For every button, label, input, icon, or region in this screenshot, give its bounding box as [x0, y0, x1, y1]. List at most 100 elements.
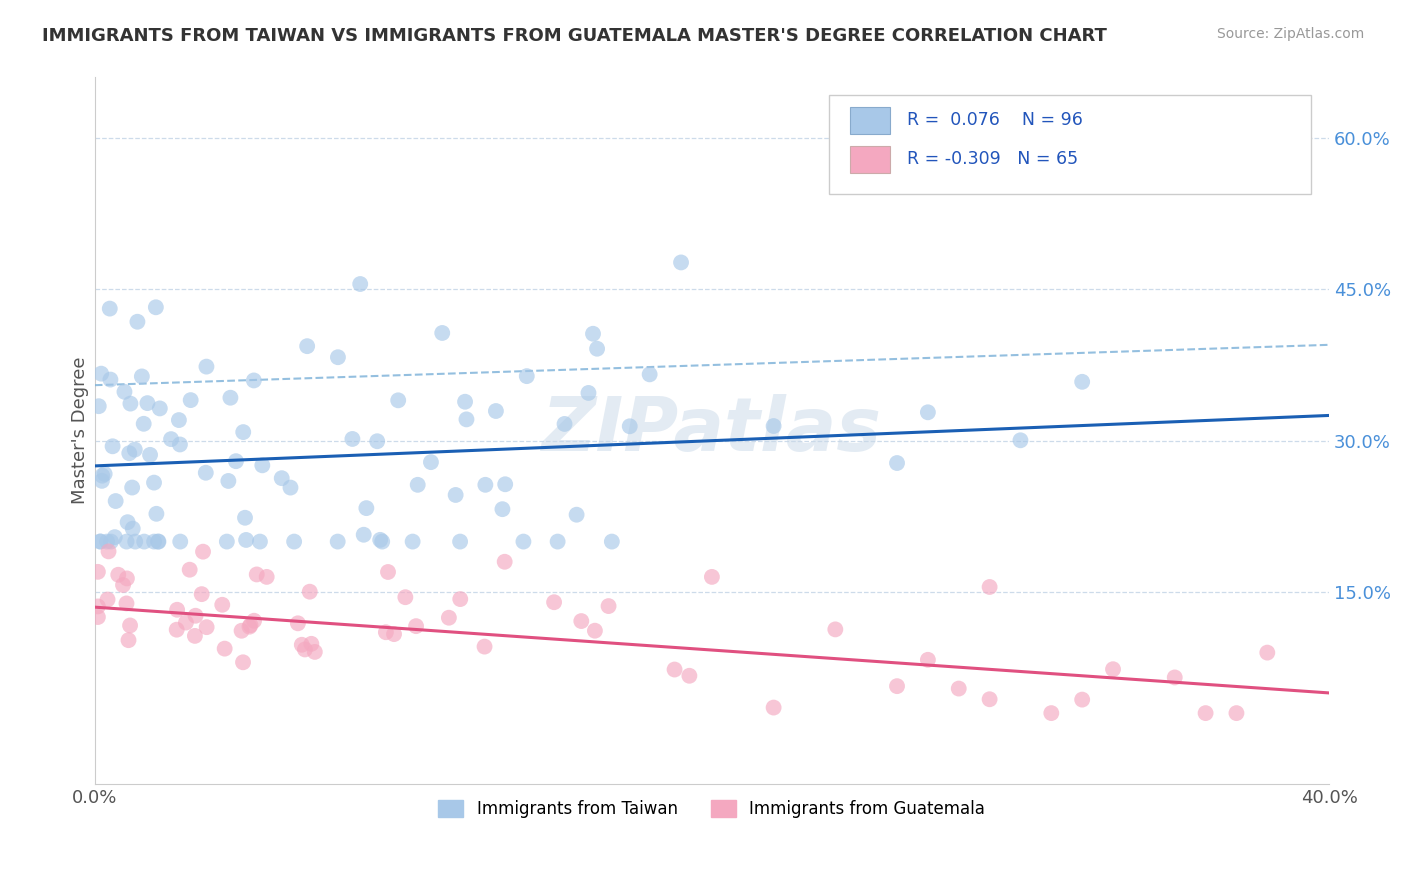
Point [121, 522, 143, 536]
Point [948, 681, 970, 696]
Point [304, 645, 326, 659]
Point [295, 339, 318, 353]
Point [243, 614, 266, 628]
Point [217, 474, 239, 488]
Point [148, 534, 170, 549]
Point [405, 619, 427, 633]
Point [90, 367, 112, 381]
Point [280, 481, 302, 495]
Point [291, 638, 314, 652]
Point [917, 653, 939, 667]
Point [619, 419, 641, 434]
Point [474, 478, 496, 492]
Point [586, 342, 609, 356]
Point [114, 384, 136, 399]
Point [169, 534, 191, 549]
Point [432, 326, 454, 340]
FancyBboxPatch shape [830, 95, 1310, 194]
Point [191, 544, 214, 558]
Point [194, 466, 217, 480]
Point [180, 393, 202, 408]
Point [1256, 646, 1278, 660]
Point [145, 300, 167, 314]
Point [387, 393, 409, 408]
Point [104, 494, 127, 508]
Point [87, 565, 110, 579]
Point [366, 434, 388, 449]
Point [87, 399, 110, 413]
Point [249, 534, 271, 549]
Point [294, 642, 316, 657]
Point [124, 442, 146, 457]
Point [149, 401, 172, 416]
Point [211, 598, 233, 612]
Point [917, 405, 939, 419]
Point [252, 458, 274, 473]
Point [256, 570, 278, 584]
Point [215, 534, 238, 549]
Point [190, 587, 212, 601]
Point [124, 534, 146, 549]
Text: ZIPatlas: ZIPatlas [541, 394, 882, 467]
Point [90, 474, 112, 488]
Point [700, 570, 723, 584]
Point [1071, 692, 1094, 706]
Point [166, 603, 188, 617]
Point [886, 456, 908, 470]
Point [121, 481, 143, 495]
Point [143, 534, 166, 549]
Point [117, 515, 139, 529]
Point [444, 488, 467, 502]
Y-axis label: Master's Degree: Master's Degree [72, 357, 89, 504]
Point [762, 700, 785, 714]
Point [394, 591, 416, 605]
Point [166, 623, 188, 637]
Point [554, 417, 576, 431]
Point [569, 614, 592, 628]
Point [449, 592, 471, 607]
Point [371, 534, 394, 549]
Point [600, 534, 623, 549]
Legend: Immigrants from Taiwan, Immigrants from Guatemala: Immigrants from Taiwan, Immigrants from … [432, 793, 993, 825]
Point [270, 471, 292, 485]
Point [377, 565, 399, 579]
Point [134, 534, 156, 549]
Point [97, 544, 120, 558]
Point [225, 454, 247, 468]
Point [516, 369, 538, 384]
Point [100, 373, 122, 387]
Point [93, 467, 115, 481]
Point [104, 530, 127, 544]
Point [238, 620, 260, 634]
Point [979, 692, 1001, 706]
Point [326, 350, 349, 364]
Point [195, 620, 218, 634]
Point [1010, 434, 1032, 448]
Point [89, 534, 111, 549]
Point [494, 555, 516, 569]
Point [664, 663, 686, 677]
Point [101, 439, 124, 453]
Point [762, 419, 785, 434]
Point [246, 567, 269, 582]
Point [638, 368, 661, 382]
Point [115, 571, 138, 585]
Point [824, 623, 846, 637]
Point [1225, 706, 1247, 720]
Point [233, 510, 256, 524]
Point [979, 580, 1001, 594]
Point [356, 501, 378, 516]
Point [449, 534, 471, 549]
Point [115, 534, 138, 549]
Point [174, 615, 197, 630]
Point [598, 599, 620, 613]
Point [1071, 375, 1094, 389]
Point [406, 478, 429, 492]
Point [299, 637, 322, 651]
Point [231, 624, 253, 638]
Point [136, 396, 159, 410]
Point [1164, 670, 1187, 684]
Point [145, 507, 167, 521]
Point [115, 596, 138, 610]
Point [243, 374, 266, 388]
